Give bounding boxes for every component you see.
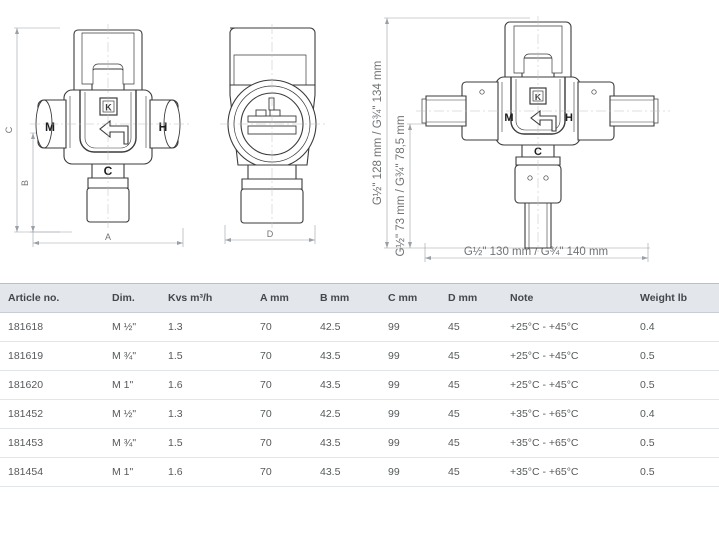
front-view-dim-a: A (105, 232, 111, 242)
front-view-dim-b: B (20, 180, 30, 186)
cell-b-mm: 43.5 (312, 341, 380, 371)
cell-kvs: 1.3 (160, 312, 252, 342)
table-row: 181454 M 1" 1.6 70 43.5 99 45 +35°C - +65°C 0.5 (0, 457, 719, 487)
column-header-dim: Dim. (104, 283, 160, 313)
cell-dim: M 1" (104, 370, 160, 400)
cell-weight: 0.4 (632, 399, 719, 429)
cell-c-mm: 99 (380, 370, 440, 400)
port-mark-h-assembly: H (565, 112, 573, 124)
port-mark-m-assembly: M (504, 112, 513, 124)
table-row: 181619 M ¾" 1.5 70 43.5 99 45 +25°C - +45°C 0.5 (0, 341, 719, 371)
port-mark-m-front: M (45, 120, 55, 134)
cell-article-no: 181620 (0, 370, 104, 400)
cell-b-mm: 42.5 (312, 399, 380, 429)
cell-a-mm: 70 (252, 370, 312, 400)
cell-d-mm: 45 (440, 457, 502, 487)
cell-a-mm: 70 (252, 428, 312, 458)
column-header-d-mm: D mm (440, 283, 502, 313)
cell-c-mm: 99 (380, 428, 440, 458)
cell-c-mm: 99 (380, 312, 440, 342)
front-view-drawing: C B A (0, 0, 200, 283)
cell-a-mm: 70 (252, 341, 312, 371)
specification-table-container: Article no. Dim. Kvs m³/h A mm B mm C mm… (0, 283, 719, 487)
assembly-view-drawing: G½" 128 mm / G¾" 134 mm G½" 73 mm / G¾" … (370, 0, 719, 283)
table-row: 181453 M ¾" 1.5 70 43.5 99 45 +35°C - +65°C 0.5 (0, 428, 719, 458)
column-header-weight: Weight lb (632, 283, 719, 313)
technical-drawings-area: C B A (0, 0, 719, 283)
column-header-a-mm: A mm (252, 283, 312, 313)
cell-a-mm: 70 (252, 399, 312, 429)
lk-logo-front: K (99, 97, 118, 116)
assembly-dim-width: G½" 130 mm / G¾" 140 mm (464, 246, 608, 258)
cell-weight: 0.5 (632, 457, 719, 487)
cell-note: +25°C - +45°C (502, 312, 632, 342)
table-row: 181618 M ½" 1.3 70 42.5 99 45 +25°C - +45°C 0.4 (0, 312, 719, 342)
cell-note: +35°C - +65°C (502, 457, 632, 487)
column-header-kvs: Kvs m³/h (160, 283, 252, 313)
flow-arrow-assembly (530, 109, 557, 132)
cell-b-mm: 43.5 (312, 457, 380, 487)
cell-note: +35°C - +65°C (502, 399, 632, 429)
column-header-c-mm: C mm (380, 283, 440, 313)
cell-c-mm: 99 (380, 457, 440, 487)
cell-article-no: 181619 (0, 341, 104, 371)
cell-d-mm: 45 (440, 341, 502, 371)
cell-dim: M ½" (104, 399, 160, 429)
cell-kvs: 1.5 (160, 428, 252, 458)
side-view-drawing: D (200, 0, 370, 283)
flow-arrow-front (99, 119, 129, 145)
cell-weight: 0.4 (632, 312, 719, 342)
column-header-b-mm: B mm (312, 283, 380, 313)
port-mark-h-front: H (159, 120, 168, 134)
cell-a-mm: 70 (252, 457, 312, 487)
table-body: 181618 M ½" 1.3 70 42.5 99 45 +25°C - +45°C 0.4 1… (0, 312, 719, 487)
cell-note: +25°C - +45°C (502, 341, 632, 371)
column-header-article-no: Article no. (0, 283, 104, 313)
cell-d-mm: 45 (440, 370, 502, 400)
side-view-dim-d: D (267, 229, 274, 239)
cell-kvs: 1.5 (160, 341, 252, 371)
column-header-note: Note (502, 283, 632, 313)
cell-weight: 0.5 (632, 341, 719, 371)
cell-kvs: 1.6 (160, 370, 252, 400)
svg-text:K: K (535, 92, 542, 102)
cell-article-no: 181452 (0, 399, 104, 429)
assembly-dim-height-total: G½" 128 mm / G¾" 134 mm (372, 61, 384, 205)
cell-dim: M ¾" (104, 341, 160, 371)
svg-text:K: K (105, 103, 112, 113)
cell-b-mm: 42.5 (312, 312, 380, 342)
cell-weight: 0.5 (632, 370, 719, 400)
cell-kvs: 1.6 (160, 457, 252, 487)
assembly-dim-height-lower: G½" 73 mm / G¾" 78,5 mm (395, 115, 407, 256)
cell-dim: M ¾" (104, 428, 160, 458)
table-header-row: Article no. Dim. Kvs m³/h A mm B mm C mm… (0, 283, 719, 313)
specification-table: Article no. Dim. Kvs m³/h A mm B mm C mm… (0, 283, 719, 487)
cell-a-mm: 70 (252, 312, 312, 342)
cell-note: +25°C - +45°C (502, 370, 632, 400)
table-header: Article no. Dim. Kvs m³/h A mm B mm C mm… (0, 283, 719, 313)
table-row: 181620 M 1" 1.6 70 43.5 99 45 +25°C - +45°C 0.5 (0, 370, 719, 400)
front-view-dim-c: C (4, 126, 14, 133)
cell-b-mm: 43.5 (312, 370, 380, 400)
cell-c-mm: 99 (380, 399, 440, 429)
cell-article-no: 181618 (0, 312, 104, 342)
cell-article-no: 181453 (0, 428, 104, 458)
table-row: 181452 M ½" 1.3 70 42.5 99 45 +35°C - +65°C 0.4 (0, 399, 719, 429)
cell-weight: 0.5 (632, 428, 719, 458)
cell-note: +35°C - +65°C (502, 428, 632, 458)
cell-article-no: 181454 (0, 457, 104, 487)
cell-d-mm: 45 (440, 312, 502, 342)
cell-d-mm: 45 (440, 428, 502, 458)
cell-dim: M 1" (104, 457, 160, 487)
cell-dim: M ½" (104, 312, 160, 342)
cell-d-mm: 45 (440, 399, 502, 429)
cell-kvs: 1.3 (160, 399, 252, 429)
cell-c-mm: 99 (380, 341, 440, 371)
cell-b-mm: 43.5 (312, 428, 380, 458)
